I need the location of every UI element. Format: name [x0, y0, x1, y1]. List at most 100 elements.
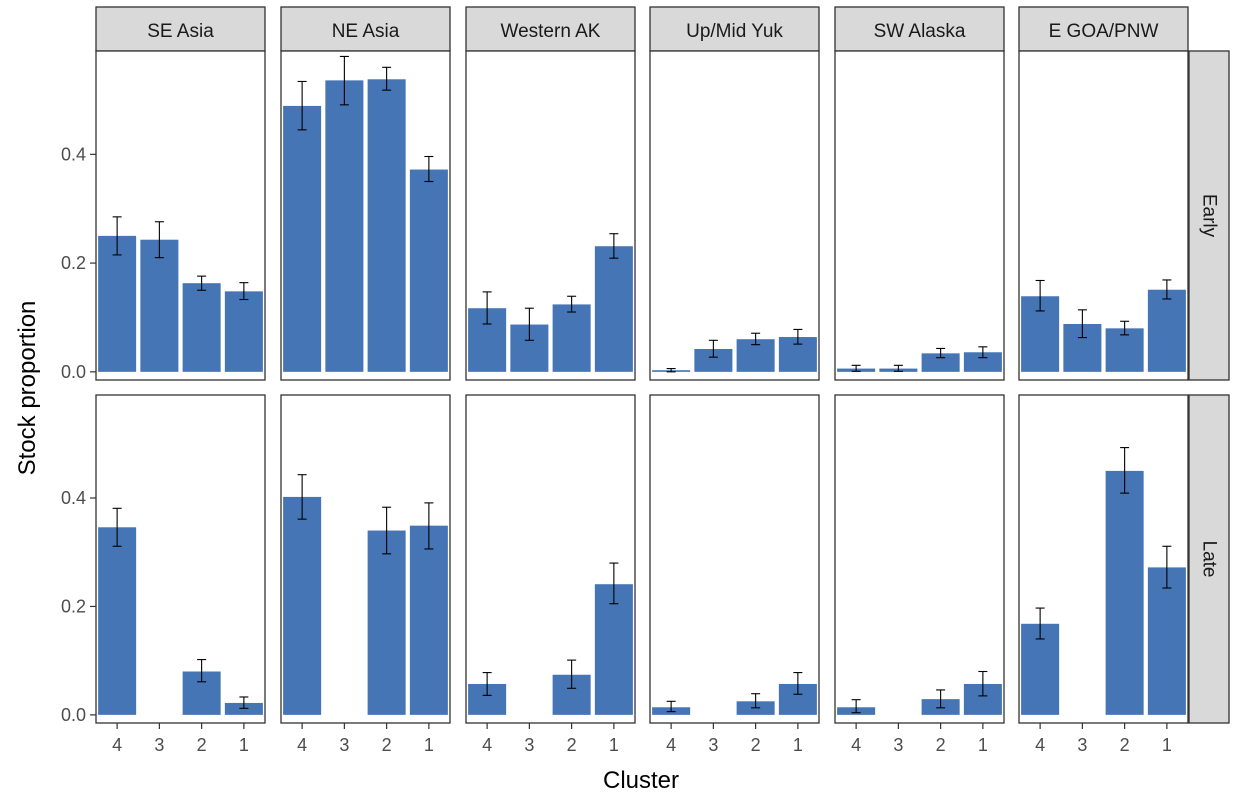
- y-tick-label-early-1: 0.2: [61, 253, 86, 273]
- error-bar-late-se-asia-cluster-1: [239, 696, 249, 709]
- panel-border: [1018, 394, 1189, 724]
- facet-strip-early: [1188, 50, 1230, 381]
- facet-label-sw-alaska: SW Alaska: [874, 21, 966, 42]
- panel-late-western-ak: [465, 394, 636, 724]
- x-tick-label-ne-asia-3: 3: [339, 735, 349, 755]
- x-tick-label-up-mid-yuk-4: 4: [666, 735, 676, 755]
- panel-background: [650, 51, 819, 380]
- bar-early-up-mid-yuk-cluster-3: [694, 349, 733, 372]
- error-bar-early-sw-alaska-cluster-1: [978, 346, 988, 359]
- panel-early-se-asia: [95, 50, 266, 381]
- panel-background: [835, 395, 1004, 723]
- facet-strip-late: [1188, 394, 1230, 724]
- x-tick-label-se-asia-1: 1: [239, 735, 249, 755]
- panel-late-e-goa-pnw: [1018, 394, 1189, 724]
- error-bar-early-up-mid-yuk-cluster-3: [708, 339, 718, 358]
- y-tick-label-late-2: 0.4: [61, 488, 86, 508]
- bar-early-se-asia-cluster-3: [140, 239, 179, 372]
- facet-label-se-asia: SE Asia: [147, 21, 214, 42]
- bar-early-ne-asia-cluster-3: [325, 80, 364, 372]
- x-tick-label-ne-asia-4: 4: [297, 735, 307, 755]
- error-bar-early-se-asia-cluster-2: [197, 275, 207, 291]
- error-bar-early-ne-asia-cluster-2: [382, 66, 392, 91]
- x-tick-label-up-mid-yuk-2: 2: [751, 735, 761, 755]
- x-tick-label-western-ak-2: 2: [567, 735, 577, 755]
- panel-early-ne-asia: [280, 50, 451, 381]
- error-bar-early-western-ak-cluster-3: [524, 307, 534, 341]
- bar-early-e-goa-pnw-cluster-1: [1147, 289, 1186, 372]
- bar-late-e-goa-pnw-cluster-1: [1147, 567, 1186, 715]
- panel-early-e-goa-pnw: [1018, 50, 1189, 381]
- x-tick-label-se-asia-3: 3: [154, 735, 164, 755]
- panel-border: [95, 394, 266, 724]
- error-bar-late-up-mid-yuk-cluster-1: [793, 672, 803, 695]
- facet-strip-se-asia: [95, 6, 266, 52]
- error-bar-early-ne-asia-cluster-4: [297, 80, 307, 131]
- bar-early-se-asia-cluster-2: [182, 283, 221, 372]
- facet-label-western-ak: Western AK: [501, 21, 601, 42]
- panel-late-sw-alaska: [834, 394, 1005, 724]
- error-bar-late-e-goa-pnw-cluster-2: [1120, 447, 1130, 494]
- panel-early-sw-alaska: [834, 50, 1005, 381]
- y-tick-label-early-2: 0.4: [61, 144, 86, 164]
- bar-early-ne-asia-cluster-1: [409, 169, 448, 372]
- error-bar-late-sw-alaska-cluster-4: [851, 699, 861, 714]
- panel-late-ne-asia: [280, 394, 451, 724]
- bar-late-ne-asia-cluster-4: [283, 496, 322, 715]
- error-bar-late-e-goa-pnw-cluster-4: [1035, 607, 1045, 640]
- y-tick-label-late-1: 0.2: [61, 596, 86, 616]
- x-tick-label-up-mid-yuk-3: 3: [708, 735, 718, 755]
- y-axis-label: Stock proportion: [14, 301, 41, 476]
- facet-label-early: Early: [1199, 194, 1220, 238]
- error-bar-early-se-asia-cluster-3: [154, 221, 164, 259]
- panel-background: [650, 395, 819, 723]
- x-tick-label-sw-alaska-3: 3: [893, 735, 903, 755]
- x-tick-label-western-ak-4: 4: [482, 735, 492, 755]
- error-bar-late-ne-asia-cluster-4: [297, 474, 307, 520]
- x-axis-label: Cluster: [603, 767, 679, 794]
- y-tick-label-early-0: 0.0: [61, 362, 86, 382]
- error-bar-early-sw-alaska-cluster-3: [893, 364, 903, 372]
- x-tick-label-sw-alaska-4: 4: [851, 735, 861, 755]
- x-tick-label-e-goa-pnw-1: 1: [1162, 735, 1172, 755]
- error-bar-late-western-ak-cluster-4: [482, 672, 492, 696]
- panel-border: [280, 50, 451, 381]
- x-tick-label-e-goa-pnw-4: 4: [1035, 735, 1045, 755]
- facet-label-e-goa-pnw: E GOA/PNW: [1049, 21, 1159, 42]
- panel-border: [280, 394, 451, 724]
- facet-label-up-mid-yuk: Up/Mid Yuk: [686, 21, 783, 42]
- bar-early-se-asia-cluster-1: [224, 291, 263, 372]
- error-bar-late-sw-alaska-cluster-2: [936, 689, 946, 709]
- facet-strips: SE Asia NE Asia Western AK Up/Mid Yuk SW Ala…: [95, 6, 1230, 724]
- bar-early-sw-alaska-cluster-2: [921, 353, 960, 372]
- x-tick-label-ne-asia-1: 1: [424, 735, 434, 755]
- error-bar-early-e-goa-pnw-cluster-1: [1162, 279, 1172, 300]
- panel-border: [834, 50, 1005, 381]
- bar-early-e-goa-pnw-cluster-2: [1105, 328, 1144, 372]
- error-bar-early-e-goa-pnw-cluster-3: [1077, 309, 1087, 339]
- panel-early-western-ak: [465, 50, 636, 381]
- error-bar-late-se-asia-cluster-4: [112, 507, 122, 547]
- error-bar-late-up-mid-yuk-cluster-4: [666, 700, 676, 713]
- facet-strip-western-ak: [465, 6, 636, 52]
- panel-late-up-mid-yuk: [649, 394, 820, 724]
- bar-early-ne-asia-cluster-4: [283, 105, 322, 372]
- panel-border: [649, 394, 820, 724]
- facet-strip-sw-alaska: [834, 6, 1005, 52]
- error-bar-late-se-asia-cluster-2: [197, 659, 207, 683]
- bar-late-ne-asia-cluster-1: [409, 525, 448, 715]
- bar-early-se-asia-cluster-4: [98, 235, 137, 372]
- error-bar-early-western-ak-cluster-4: [482, 291, 492, 325]
- bar-early-sw-alaska-cluster-1: [963, 352, 1002, 372]
- axes: 0.0 0.2 0.4 0.0 0.2 0.4 4 3 2 1 4 3 2 1 4 3 2 1 4 3 2 1 4 3 2 1 4 3…: [61, 144, 1172, 755]
- error-bar-early-ne-asia-cluster-3: [339, 55, 349, 106]
- bar-early-western-ak-cluster-1: [594, 246, 633, 372]
- error-bar-late-ne-asia-cluster-2: [382, 506, 392, 555]
- x-tick-label-sw-alaska-1: 1: [978, 735, 988, 755]
- x-tick-label-se-asia-4: 4: [112, 735, 122, 755]
- x-tick-label-ne-asia-2: 2: [382, 735, 392, 755]
- x-tick-label-sw-alaska-2: 2: [936, 735, 946, 755]
- bar-late-se-asia-cluster-4: [98, 527, 137, 715]
- panel-border: [465, 394, 636, 724]
- panel-background: [835, 51, 1004, 380]
